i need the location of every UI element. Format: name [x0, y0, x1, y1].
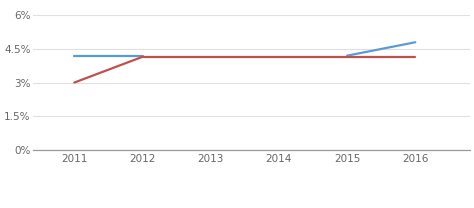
Catonsville Middle School	[412, 41, 418, 43]
Catonsville Middle School	[344, 54, 350, 57]
(MD) State Average	[140, 56, 146, 58]
(MD) State Average	[344, 56, 350, 58]
Line: Catonsville Middle School: Catonsville Middle School	[347, 42, 415, 56]
(MD) State Average	[412, 56, 418, 58]
